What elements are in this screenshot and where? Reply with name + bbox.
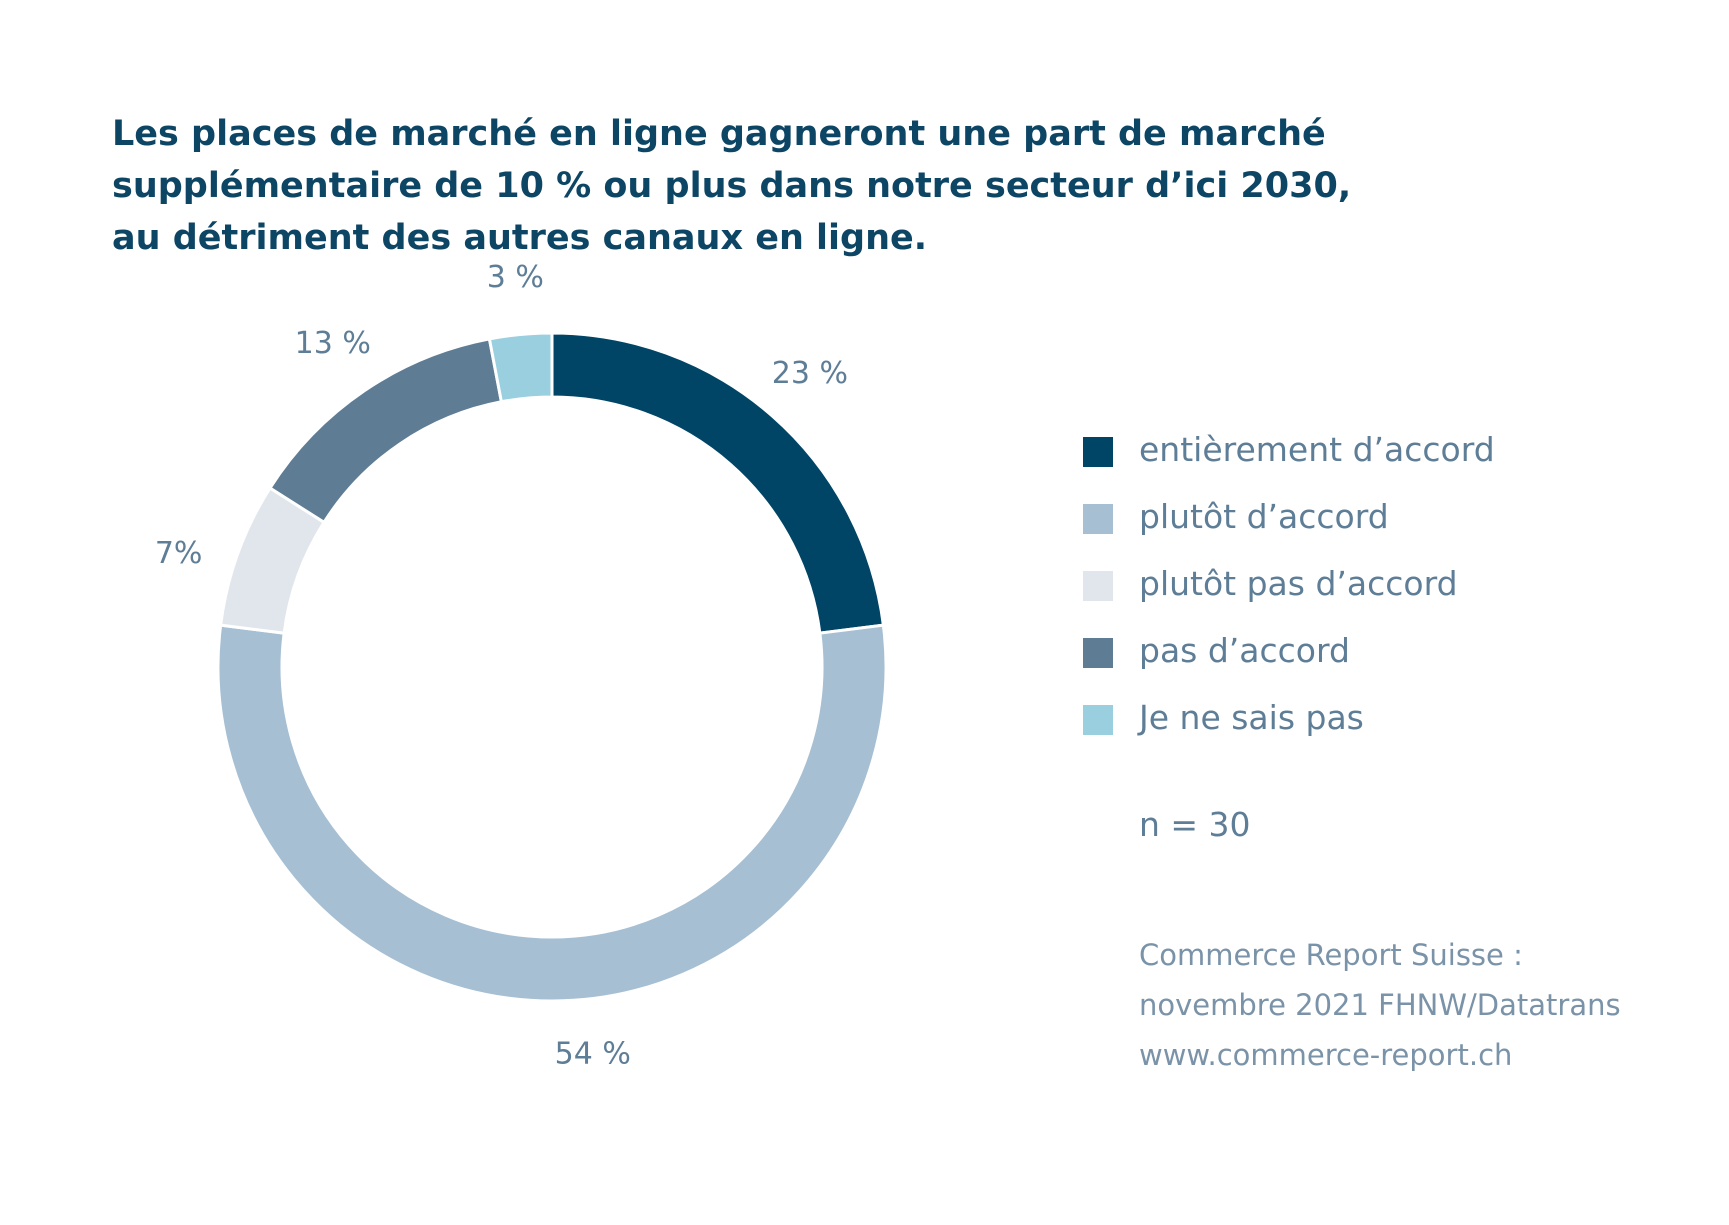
legend-swatch — [1083, 638, 1113, 668]
donut-slice — [216, 623, 888, 1003]
legend-swatch — [1083, 437, 1113, 467]
chart-title-line: Les places de marché en ligne gagneront … — [112, 114, 1326, 154]
sample-size: n = 30 — [1139, 805, 1251, 844]
slice-value-label: 54 % — [555, 1036, 631, 1071]
source-line: www.commerce-report.ch — [1139, 1038, 1513, 1072]
legend-swatch — [1083, 705, 1113, 735]
slice-value-label: 23 % — [772, 356, 848, 391]
chart-title-line: supplémentaire de 10 % ou plus dans notr… — [112, 166, 1352, 206]
source-line: Commerce Report Suisse : — [1139, 938, 1523, 972]
chart-title: Les places de marché en ligne gagneront … — [112, 108, 1362, 264]
source-line: novembre 2021 FHNW/Datatrans — [1139, 988, 1621, 1022]
donut-slice — [487, 331, 554, 404]
slice-value-label: 13 % — [295, 326, 371, 361]
legend-label: plutôt pas d’accord — [1139, 564, 1458, 603]
chart-title-line: au détriment des autres canaux en ligne. — [112, 218, 928, 258]
legend-swatch — [1083, 571, 1113, 601]
legend-label: entièrement d’accord — [1139, 430, 1495, 469]
legend-label: Je ne sais pas — [1139, 698, 1364, 737]
legend-swatch — [1083, 504, 1113, 534]
donut-slice — [267, 337, 504, 525]
legend-label: plutôt d’accord — [1139, 497, 1389, 536]
slice-value-label: 7% — [155, 536, 203, 571]
source-note: Commerce Report Suisse : novembre 2021 F… — [1139, 930, 1621, 1080]
legend-label: pas d’accord — [1139, 631, 1350, 670]
slice-value-label: 3 % — [487, 260, 544, 295]
